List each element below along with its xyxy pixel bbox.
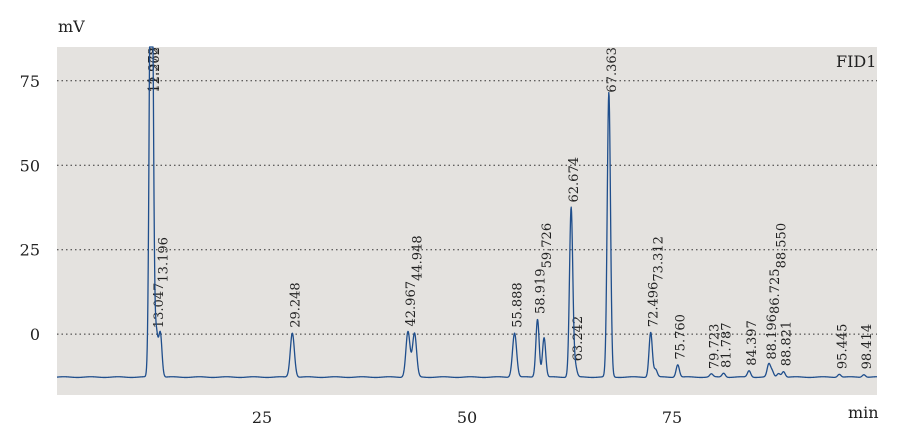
peak-label: 67.363 [605, 47, 620, 93]
y-tick-label: 0 [30, 325, 40, 344]
peak-label: 88.196 [765, 314, 780, 360]
y-tick-label: 75 [20, 72, 40, 91]
peak-label: 73.312 [652, 236, 667, 282]
peak-label: 88.821 [780, 321, 795, 367]
grid-lines [57, 80, 877, 335]
peak-label: 88.550 [775, 223, 790, 269]
y-tick-label: 50 [20, 156, 40, 175]
x-tick-label: 75 [662, 408, 682, 427]
peak-label: 98.414 [860, 324, 875, 370]
peak-label: 95.445 [835, 324, 850, 370]
chromatogram-trace [56, 46, 878, 379]
peak-label: 42.967 [404, 281, 419, 327]
peak-label: 44.948 [411, 235, 426, 281]
peak-label: 29.248 [288, 282, 303, 328]
x-unit-label: min [848, 403, 879, 422]
x-tick-labels: 25 50 75 [252, 408, 682, 427]
plot-background [57, 47, 877, 395]
x-tick-label: 50 [457, 408, 477, 427]
peak-label: 11.978 [147, 47, 162, 93]
y-tick-labels: 0 25 50 75 [20, 72, 40, 344]
y-tick-label: 25 [20, 241, 40, 260]
peak-label: 81.787 [720, 323, 735, 369]
peak-label: 75.760 [674, 314, 689, 360]
peak-label: 62.674 [567, 157, 582, 203]
detector-label: FID1 [836, 52, 876, 71]
peak-label: 59.726 [540, 223, 555, 269]
peak-label: 55.888 [511, 282, 526, 328]
peak-label: 58.919 [534, 269, 549, 315]
x-tick-label: 25 [252, 408, 272, 427]
peak-label: 86.725 [768, 269, 783, 315]
peak-label: 84.397 [745, 320, 760, 366]
peak-label: 12.262 [148, 47, 163, 93]
y-unit-label: mV [58, 17, 85, 36]
peak-label: 79.723 [707, 324, 722, 370]
peak-label: 72.496 [647, 282, 662, 328]
peak-label: 13.196 [156, 237, 171, 283]
